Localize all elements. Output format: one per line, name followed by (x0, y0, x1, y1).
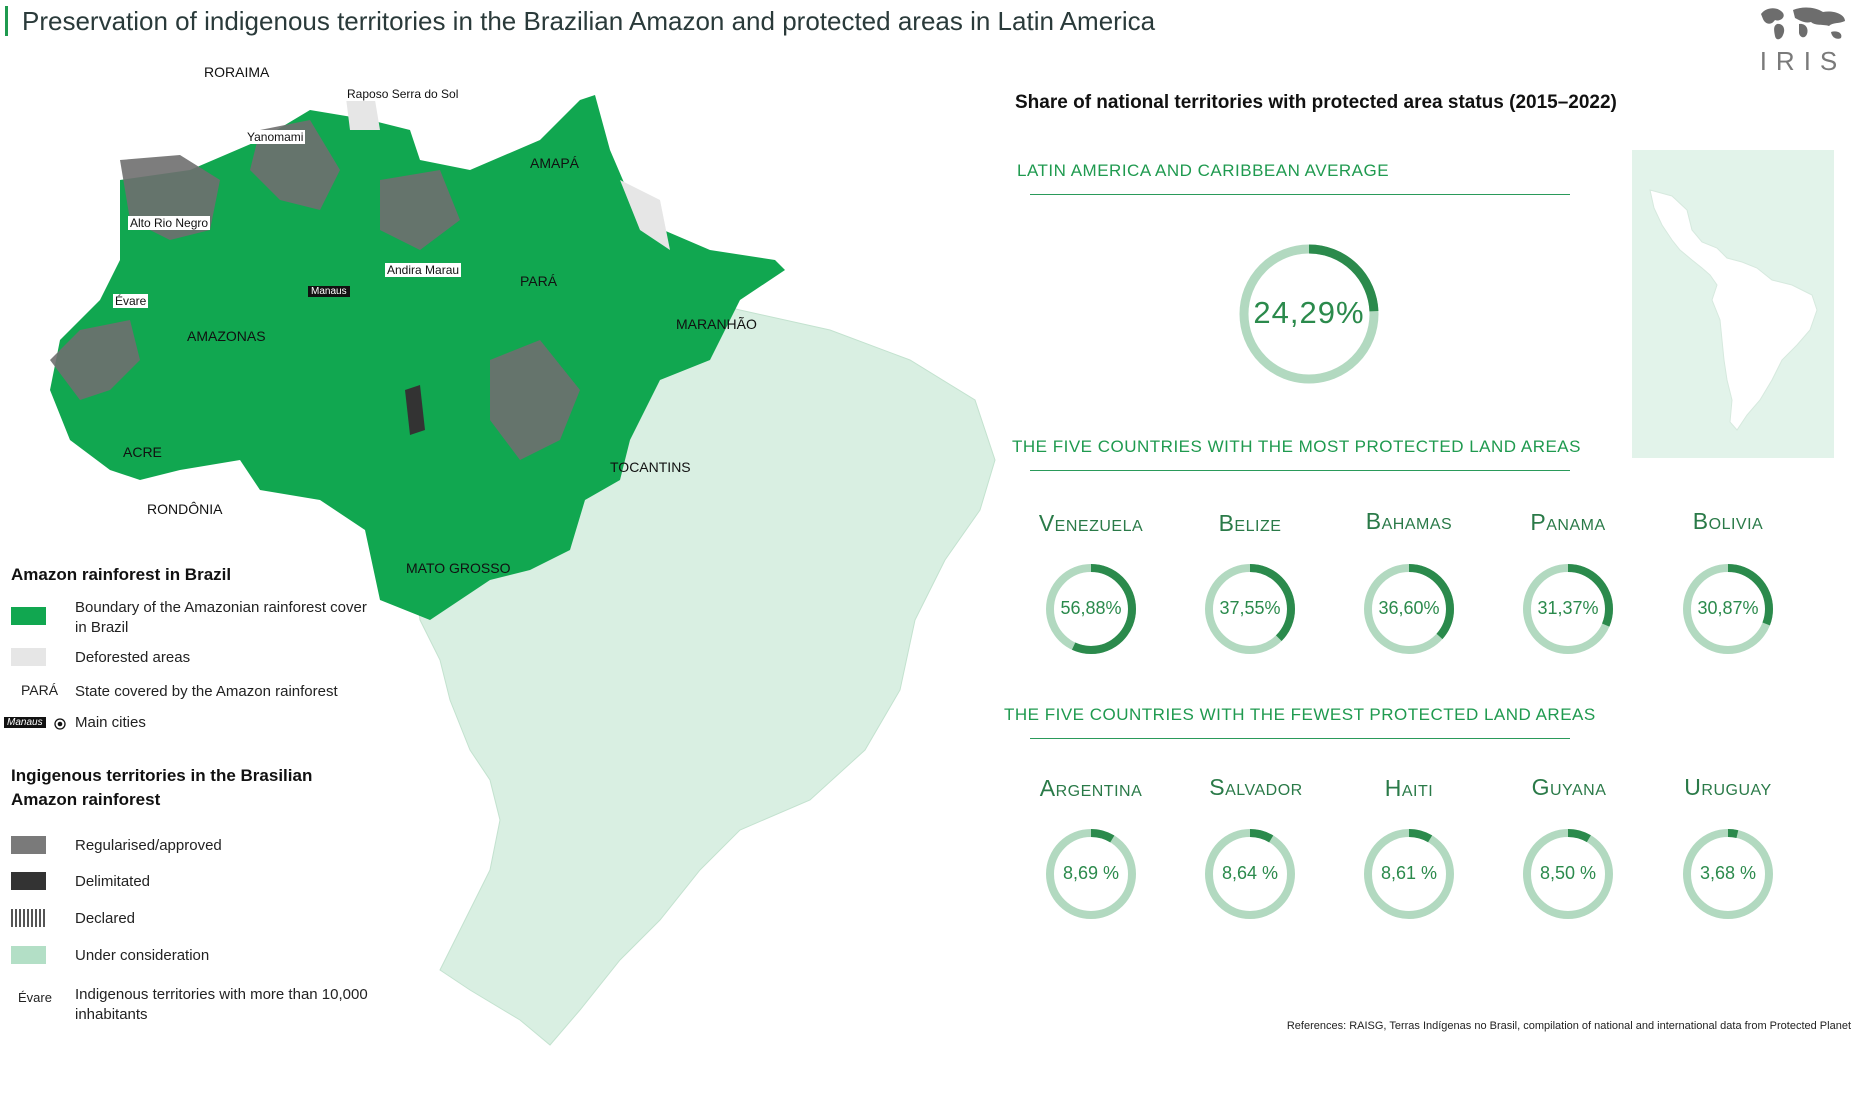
page-title: Preservation of indigenous territories i… (22, 6, 1156, 36)
most-rule (1030, 470, 1570, 471)
most-donut-bahamas (1364, 564, 1454, 654)
fewest-donut-guyana-arc (1523, 829, 1613, 919)
state-label-tocantins: TOCANTINS (610, 459, 691, 475)
logo-text: IRIS (1759, 46, 1847, 76)
most-value-belize: 37,55% (1219, 598, 1281, 618)
under-consideration-swatch (11, 946, 46, 964)
fewest-value-guyana: 8,50 % (1539, 863, 1597, 883)
most-donut-panama (1523, 564, 1613, 654)
delimitated-territory (405, 385, 425, 435)
fewest-donut-uruguay (1683, 829, 1773, 919)
territory-label-andira-marau: Andira Marau (385, 263, 462, 277)
state-label-amapa: AMAPÁ (530, 155, 580, 171)
fewest-heading: THE FIVE COUNTRIES WITH THE FEWEST PROTE… (1004, 705, 1596, 724)
regularised-territory-north (380, 170, 460, 250)
country-name-belize: Belize (1218, 510, 1282, 536)
state-label-rondonia: RONDÔNIA (147, 501, 223, 517)
regularised-swatch (11, 836, 46, 854)
delimitated-swatch (11, 872, 46, 890)
fewest-donut-uruguay-arc (1683, 829, 1773, 919)
city-marker: Manaus (4, 717, 46, 728)
legend-heading-amazon: Amazon rainforest in Brazil (11, 565, 232, 584)
fewest-donut-argentina-arc (1046, 829, 1136, 919)
country-name-venezuela: Venezuela (1038, 510, 1144, 536)
territory-label-alto-rio-negro: Alto Rio Negro (128, 216, 211, 230)
most-value-venezuela: 56,88% (1060, 598, 1122, 618)
fewest-donut-guyana (1523, 829, 1613, 919)
territory-label-raposo-serra-do-sol: Raposo Serra do Sol (345, 87, 461, 101)
country-name-panama: Panama (1530, 509, 1606, 535)
latin-america-outline (1649, 189, 1818, 431)
average-donut-arc (1239, 244, 1379, 384)
country-name-argentina: Argentina (1039, 775, 1143, 801)
state-label-maranhao: MARANHÃO (676, 316, 757, 332)
most-donut-bolivia-arc (1683, 564, 1773, 654)
legend-heading-indigenous: Ingigenous territories in the Brasilian … (11, 766, 313, 809)
most-donut-belize (1205, 564, 1295, 654)
panel-title: Share of national territories with prote… (1015, 92, 1617, 113)
state-label-para: PARÁ (520, 273, 558, 289)
fewest-value-argentina: 8,69 % (1062, 863, 1120, 883)
regularised-territory-amazonas (50, 320, 140, 400)
territory-label-yanomami: Yanomami (245, 130, 306, 144)
state-label-roraima: RORAIMA (204, 64, 270, 80)
average-rule (1030, 194, 1570, 195)
country-name-haiti: Haiti (1384, 775, 1434, 801)
country-name-uruguay: Uruguay (1684, 774, 1772, 800)
declared-swatch (11, 909, 46, 927)
most-donut-bahamas-arc (1364, 564, 1454, 654)
references: References: RAISG, Terras Indígenas no B… (1286, 1020, 1851, 1032)
most-value-panama: 31,37% (1537, 598, 1599, 618)
state-label-mato-grosso: MATO GROSSO (406, 560, 511, 576)
country-name-bahamas: Bahamas (1365, 508, 1453, 534)
most-heading: THE FIVE COUNTRIES WITH THE MOST PROTECT… (1012, 437, 1581, 456)
state-label-acre: ACRE (123, 444, 162, 460)
fewest-value-haiti: 8,61 % (1380, 863, 1438, 883)
state-marker: PARÁ (21, 682, 59, 698)
brazil-map (50, 90, 996, 1046)
world-map-icon (1761, 7, 1845, 40)
deforested-area-east (620, 180, 670, 250)
title-bar: Preservation of indigenous territories i… (5, 6, 1155, 36)
average-donut (1239, 244, 1379, 384)
territory-label-evare: Évare (113, 294, 149, 308)
country-name-bolivia: Bolivia (1692, 508, 1764, 534)
fewest-rule (1030, 738, 1570, 739)
most-value-bahamas: 36,60% (1378, 598, 1440, 618)
iris-logo: IRIS (1753, 4, 1853, 76)
most-donut-venezuela (1046, 564, 1136, 654)
city-label-manaus: Manaus (308, 286, 350, 297)
amazon-forest-cover (50, 95, 785, 620)
average-value: 24,29% (1253, 295, 1365, 330)
country-name-salvador: Salvador (1209, 774, 1303, 800)
city-dot-icon (54, 718, 66, 730)
fewest-donut-argentina (1046, 829, 1136, 919)
fewest-donut-haiti (1364, 829, 1454, 919)
most-value-bolivia: 30,87% (1697, 598, 1759, 618)
most-donut-panama-arc (1523, 564, 1613, 654)
latin-america-inset-map (1632, 150, 1834, 458)
country-name-guyana: Guyana (1531, 774, 1607, 800)
fewest-donut-salvador-arc (1205, 829, 1295, 919)
average-heading: LATIN AMERICA AND CARIBBEAN AVERAGE (1017, 161, 1390, 180)
most-donut-bolivia (1683, 564, 1773, 654)
fewest-donut-haiti-arc (1364, 829, 1454, 919)
state-label-amazonas: AMAZONAS (187, 328, 266, 344)
fewest-value-salvador: 8,64 % (1221, 863, 1279, 883)
regularised-territory-para (490, 340, 580, 460)
forest-swatch (11, 607, 46, 625)
deforested-swatch (11, 648, 46, 666)
most-donut-venezuela-arc (1046, 564, 1136, 654)
territory-marker: Évare (18, 990, 52, 1005)
fewest-value-uruguay: 3,68 % (1699, 863, 1757, 883)
fewest-donut-salvador (1205, 829, 1295, 919)
most-donut-belize-arc (1205, 564, 1295, 654)
